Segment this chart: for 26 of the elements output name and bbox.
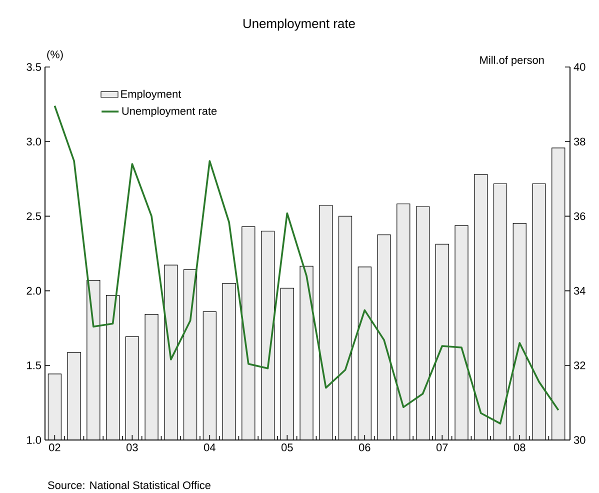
x-tick-label: 05 — [281, 444, 293, 452]
y-tick-label: 2.0 — [26, 286, 42, 295]
y2-tick-label: 40 — [574, 63, 586, 71]
y2-tick-label: 36 — [574, 212, 586, 220]
x-tick-label: 07 — [436, 444, 448, 452]
legend-label: Unemployment rate — [122, 106, 217, 118]
y2-tick-label: 38 — [574, 138, 586, 146]
line-series — [54, 104, 560, 424]
x-tick-label: 04 — [204, 444, 216, 452]
chart-title: Unemployment rate — [243, 18, 355, 31]
source-note: Source: National Statistical Office — [48, 481, 210, 490]
x-tick-label: 08 — [514, 444, 526, 452]
y-axis-title: (%) — [47, 50, 63, 60]
y-tick-label: 1.0 — [27, 436, 42, 444]
y-tick-label: 3.0 — [26, 138, 42, 146]
y-tick-label: 3.5 — [26, 63, 42, 71]
y2-tick-label: 34 — [574, 286, 586, 295]
x-tick-label: 02 — [49, 444, 60, 452]
y2-axis-title: Mill.of person — [480, 56, 544, 66]
y-tick-label: 2.5 — [26, 212, 42, 220]
x-tick-label: 03 — [126, 444, 138, 452]
y-tick-label: 1.5 — [27, 362, 42, 370]
x-tick-label: 06 — [358, 444, 370, 452]
y2-tick-label: 30 — [574, 436, 586, 444]
y2-tick-label: 32 — [574, 362, 586, 370]
legend-label: Employment — [121, 90, 182, 100]
